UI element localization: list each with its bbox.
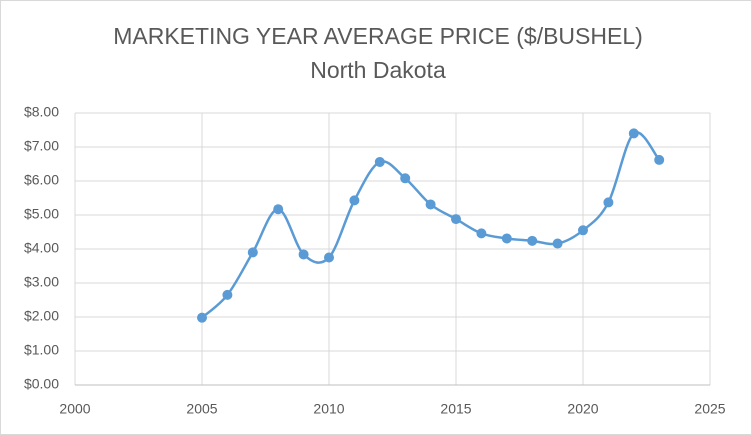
y-tick-label: $4.00: [24, 240, 59, 256]
x-tick-label: 2005: [186, 401, 217, 417]
x-tick-label: 2010: [313, 401, 344, 417]
y-tick-label: $3.00: [24, 274, 59, 290]
y-tick-label: $0.00: [24, 376, 59, 392]
chart-title: MARKETING YEAR AVERAGE PRICE ($/BUSHEL): [113, 23, 643, 49]
data-point: [247, 247, 258, 258]
data-point: [552, 238, 563, 249]
y-tick-label: $7.00: [24, 138, 59, 154]
data-point: [425, 199, 436, 210]
data-point: [628, 128, 639, 139]
data-point: [578, 225, 588, 236]
x-tick-label: 2015: [440, 401, 471, 417]
y-tick-label: $5.00: [24, 206, 59, 222]
data-point: [451, 214, 461, 225]
chart-subtitle: North Dakota: [310, 57, 446, 83]
data-point: [197, 312, 207, 323]
y-tick-label: $2.00: [24, 308, 59, 324]
x-tick-label: 2025: [694, 401, 725, 417]
data-point: [222, 289, 233, 300]
data-point: [324, 252, 334, 263]
y-tick-label: $8.00: [24, 104, 59, 120]
data-point: [527, 235, 538, 246]
data-point: [273, 204, 284, 215]
data-point: [654, 154, 665, 165]
data-point: [298, 249, 309, 260]
x-tick-label: 2020: [567, 401, 598, 417]
data-point: [374, 156, 385, 167]
data-point: [501, 233, 512, 244]
y-tick-label: $1.00: [24, 342, 59, 358]
data-point: [603, 197, 614, 208]
data-point: [476, 228, 487, 239]
data-point: [349, 195, 360, 206]
data-point: [400, 173, 411, 184]
y-tick-label: $6.00: [24, 172, 59, 188]
x-tick-label: 2000: [59, 401, 90, 417]
